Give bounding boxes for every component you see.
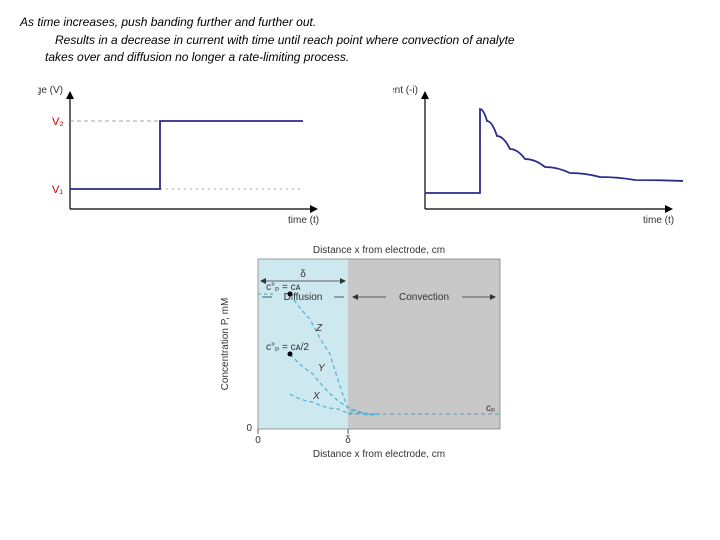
- svg-text:X: X: [312, 391, 320, 402]
- intro-text: As time increases, push banding further …: [20, 15, 700, 66]
- svg-text:δ: δ: [345, 435, 351, 446]
- svg-text:0: 0: [246, 423, 252, 434]
- svg-text:Convection: Convection: [399, 292, 449, 303]
- svg-text:V₁: V₁: [52, 184, 63, 196]
- voltage-time-chart: voltage (V) time (t) V₂ V₁: [38, 81, 328, 231]
- svg-text:time (t): time (t): [643, 215, 674, 226]
- svg-text:0: 0: [255, 435, 261, 446]
- svg-text:voltage (V): voltage (V): [38, 85, 63, 96]
- svg-text:δ: δ: [300, 269, 306, 280]
- svg-text:V₂: V₂: [52, 116, 64, 128]
- concentration-distance-diagram: Distance x from electrode, cmδDiffusionC…: [210, 241, 510, 471]
- svg-text:c°ₚ = cᴀ: c°ₚ = cᴀ: [266, 282, 301, 293]
- svg-text:time (t): time (t): [288, 215, 319, 226]
- svg-text:Z: Z: [315, 323, 323, 334]
- intro-line-2: Results in a decrease in current with ti…: [20, 33, 700, 49]
- intro-line-3: takes over and diffusion no longer a rat…: [20, 50, 700, 66]
- svg-text:cₚ: cₚ: [486, 403, 495, 414]
- intro-line-1: As time increases, push banding further …: [20, 15, 700, 31]
- svg-text:Distance x from electrode, cm: Distance x from electrode, cm: [313, 245, 445, 256]
- current-time-chart: current (-i) time (t): [393, 81, 683, 231]
- svg-text:current (-i): current (-i): [393, 85, 418, 96]
- svg-text:Concentration P, mM: Concentration P, mM: [220, 297, 231, 390]
- svg-text:Distance x from electrode, cm: Distance x from electrode, cm: [313, 449, 445, 460]
- svg-text:c°ₚ = cᴀ/2: c°ₚ = cᴀ/2: [266, 342, 309, 353]
